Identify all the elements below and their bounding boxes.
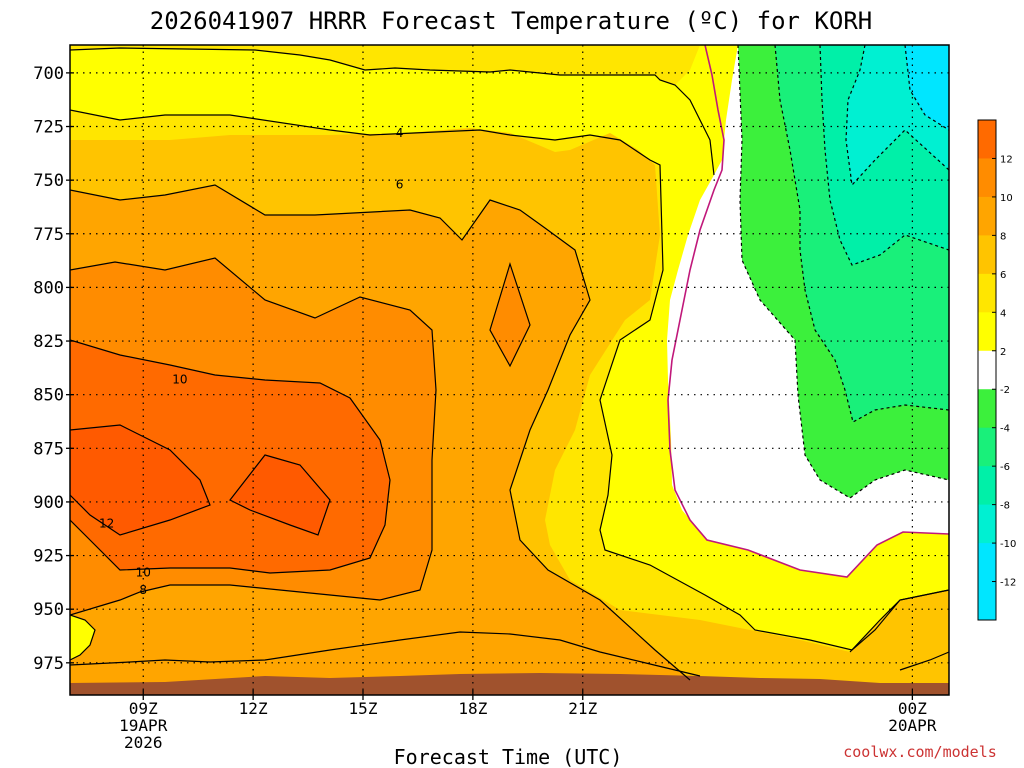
- colorbar-tick-label: -12: [1000, 578, 1016, 589]
- y-axis: 700 725 750 775 800 825 850 875 900 925 950 975: [33, 64, 74, 674]
- colorbar-band: [978, 120, 996, 159]
- contour-line-minus2: [774, 45, 949, 423]
- colorbar-band: [978, 466, 996, 506]
- plot-area: 4 6 10 12 10 8: [70, 45, 949, 695]
- y-tick-label: 925: [33, 547, 64, 567]
- x-tick-label: 15Z: [349, 699, 378, 718]
- colorbar-band: [978, 504, 996, 544]
- colorbar-frame: [977, 119, 997, 621]
- contour-line-8: [70, 184, 691, 681]
- colorbar-band: [978, 312, 996, 352]
- y-tick-label: 975: [33, 654, 64, 674]
- contour-line-minus6: [845, 45, 949, 187]
- colorbar-tick-label: 10: [1000, 193, 1013, 204]
- contour-label: 12: [99, 516, 114, 530]
- colorbar-tick-label: 12: [1000, 154, 1013, 165]
- colorbar-tick-label: 6: [1000, 270, 1006, 281]
- colorbar-band: [978, 235, 996, 275]
- colorbar-tick-label: 8: [1000, 231, 1006, 242]
- y-tick-label: 775: [33, 225, 64, 245]
- colorbar: 12 10 8 6 4 2 -2 -4 -6 -8 -10 -12: [977, 119, 1016, 621]
- contour-line-12: [70, 339, 391, 574]
- y-tick-label: 875: [33, 439, 64, 459]
- y-tick-label: 700: [33, 64, 64, 84]
- chart-title: 2026041907 HRRR Forecast Temperature (ºC…: [150, 7, 872, 35]
- y-tick-label: 900: [33, 493, 64, 513]
- grid-lines: [70, 45, 949, 695]
- y-tick-label: 850: [33, 386, 64, 406]
- fill-16-plus-b: [230, 455, 330, 535]
- x-tick-label: 00Z: [898, 699, 927, 718]
- contour-line-4: [70, 47, 715, 176]
- contour-line-lower-left: [70, 614, 96, 661]
- contour-label: 8: [139, 583, 147, 597]
- ground-layer: [70, 673, 949, 695]
- colorbar-tick-label: -10: [1000, 539, 1016, 550]
- contour-line-right-bottom: [899, 651, 949, 671]
- contour-line-14a: [70, 424, 211, 536]
- contour-line-10-cell: [489, 262, 531, 368]
- contour-label: 6: [396, 177, 404, 191]
- contour-line-lower: [70, 631, 701, 677]
- temperature-fill-layer: [70, 45, 949, 695]
- colorbar-band: [978, 273, 996, 313]
- contour-label: 4: [396, 126, 404, 140]
- colorbar-tick-label: 4: [1000, 308, 1006, 319]
- colorbar-band: [978, 158, 996, 198]
- contour-label: 10: [136, 566, 151, 580]
- credit-text[interactable]: coolwx.com/models: [843, 743, 997, 761]
- fill-cool-deepest: [905, 45, 949, 130]
- y-tick-label: 725: [33, 118, 64, 138]
- colorbar-band: [978, 581, 996, 621]
- fill-16-plus-a: [70, 425, 210, 535]
- contour-line-14b: [229, 454, 331, 536]
- contour-line-6: [70, 109, 949, 651]
- colorbar-tick-label: -2: [1000, 385, 1010, 396]
- colorbar-band: [978, 427, 996, 467]
- colorbar-band: [978, 543, 996, 583]
- x-tick-label: 20APR: [888, 716, 937, 735]
- freezing-line: [667, 45, 949, 578]
- colorbar-band: [978, 196, 996, 236]
- colorbar-band: [978, 389, 996, 429]
- x-tick-label: 09Z: [129, 699, 158, 718]
- contour-line-right-lower: [849, 589, 949, 653]
- x-tick-label: 19APR: [119, 716, 168, 735]
- x-tick-label: 12Z: [239, 699, 268, 718]
- y-tick-label: 800: [33, 278, 64, 298]
- y-tick-label: 825: [33, 332, 64, 352]
- y-tick-label: 750: [33, 171, 64, 191]
- plot-frame: [69, 44, 950, 696]
- colorbar-tick-label: -8: [1000, 501, 1010, 512]
- x-tick-label: 2026: [124, 733, 163, 752]
- colorbar-tick-label: 2: [1000, 347, 1006, 358]
- colorbar-tick-label: -4: [1000, 424, 1010, 435]
- contour-label: 10: [172, 373, 187, 387]
- colorbar-band: [978, 350, 996, 390]
- fill-lower-left: [70, 615, 95, 660]
- x-tick-label: 21Z: [568, 699, 597, 718]
- contour-lines: [70, 45, 949, 681]
- x-axis-label: Forecast Time (UTC): [394, 745, 623, 768]
- x-tick-label: 18Z: [458, 699, 487, 718]
- colorbar-tick-label: -6: [1000, 462, 1010, 473]
- y-tick-label: 950: [33, 600, 64, 620]
- contour-line-10: [70, 257, 437, 616]
- contour-labels: 4 6 10 12 10 8: [99, 126, 404, 597]
